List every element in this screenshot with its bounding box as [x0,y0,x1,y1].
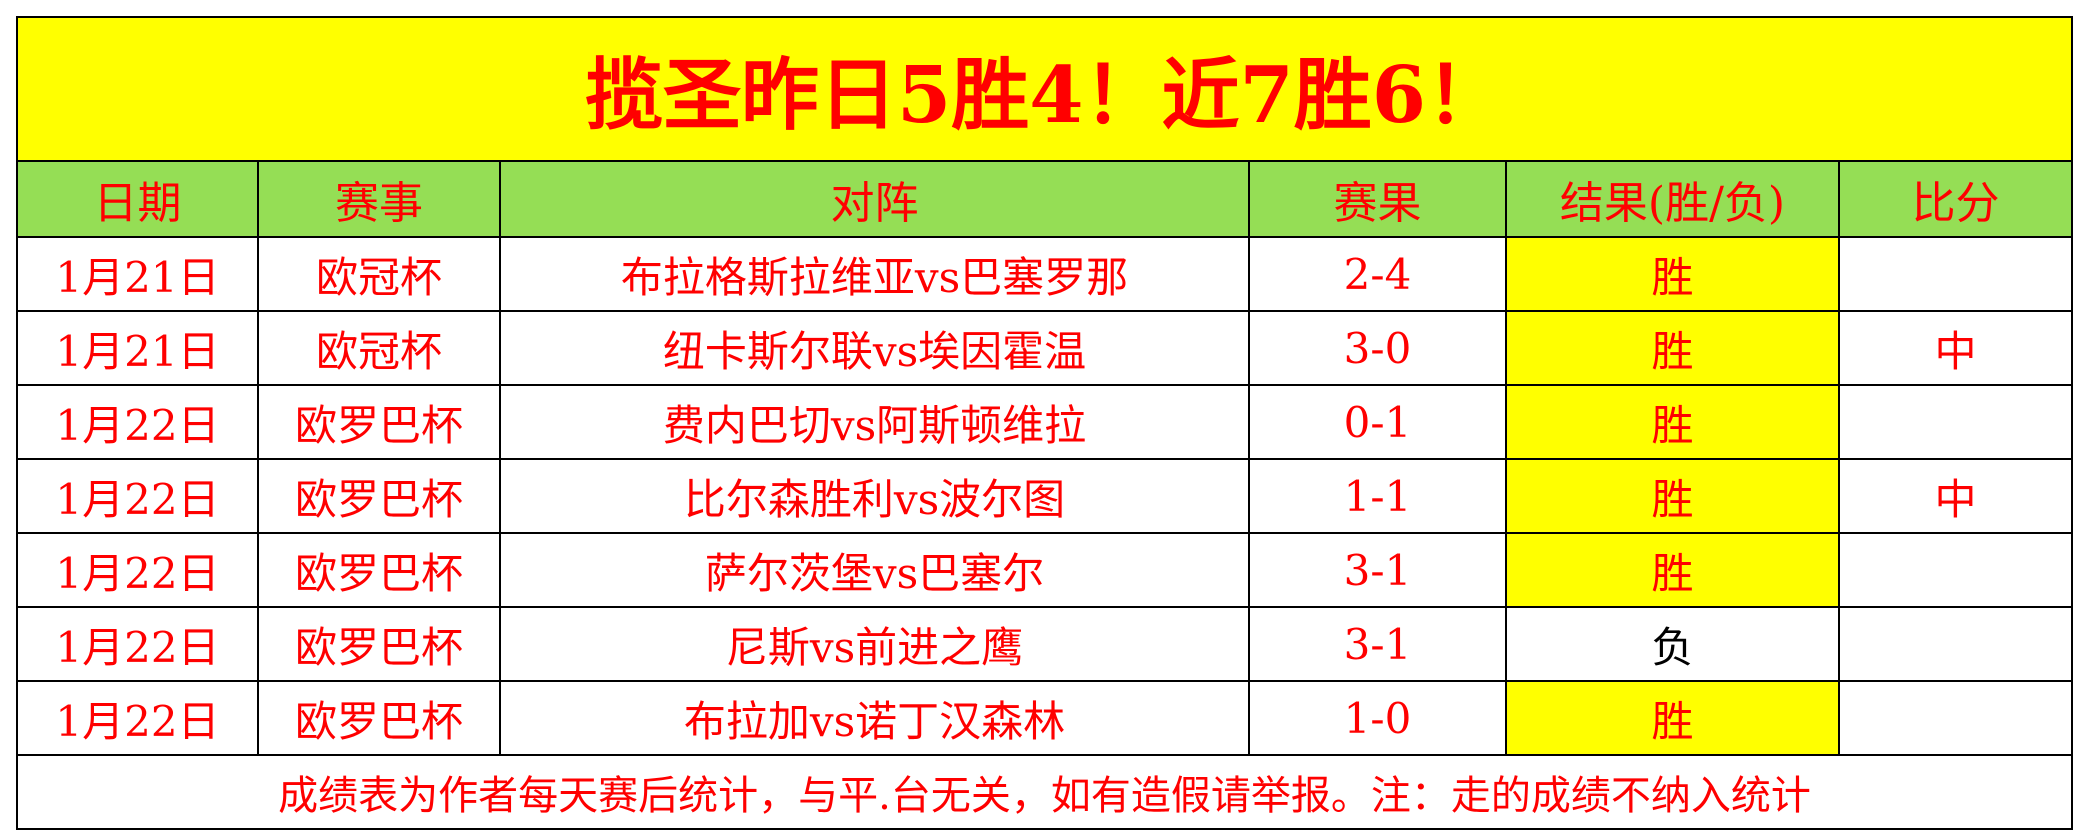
date-cell: 1月22日 [16,606,259,682]
score-cell: 3-1 [1248,532,1507,608]
result-cell: 胜 [1505,384,1840,460]
score-cell: 1-0 [1248,680,1507,756]
hit-cell: 中 [1838,458,2073,534]
date-cell: 1月22日 [16,532,259,608]
table-row: 1月22日 欧罗巴杯 费内巴切vs阿斯顿维拉 0-1 胜 [16,384,2073,460]
match-cell: 萨尔茨堡vs巴塞尔 [499,532,1250,608]
league-cell: 欧冠杯 [257,236,501,312]
date-cell: 1月21日 [16,310,259,386]
date-cell: 1月22日 [16,680,259,756]
result-cell: 胜 [1505,680,1840,756]
page-title: 揽圣昨日5胜4！近7胜6！ [16,16,2073,162]
score-cell: 0-1 [1248,384,1507,460]
table-row: 1月22日 欧罗巴杯 萨尔茨堡vs巴塞尔 3-1 胜 [16,532,2073,608]
hit-cell [1838,606,2073,682]
table-row: 1月22日 欧罗巴杯 比尔森胜利vs波尔图 1-1 胜中 [16,458,2073,534]
date-cell: 1月21日 [16,236,259,312]
score-cell: 3-0 [1248,310,1507,386]
hit-cell [1838,532,2073,608]
result-cell: 胜 [1505,310,1840,386]
header-row: 日期 赛事 对阵 赛果 结果(胜/负) 比分 [16,160,2073,238]
score-cell: 1-1 [1248,458,1507,534]
league-cell: 欧罗巴杯 [257,458,501,534]
results-table: 揽圣昨日5胜4！近7胜6！ 日期 赛事 对阵 赛果 结果(胜/负) 比分 1月2… [16,16,2073,830]
table-row: 1月22日 欧罗巴杯 布拉加vs诺丁汉森林 1-0 胜 [16,680,2073,756]
hit-cell [1838,236,2073,312]
header-league: 赛事 [257,160,501,238]
footer-note: 成绩表为作者每天赛后统计，与平.台无关，如有造假请举报。注：走的成绩不纳入统计 [16,754,2073,830]
hit-cell: 中 [1838,310,2073,386]
date-cell: 1月22日 [16,384,259,460]
table-row: 1月21日 欧冠杯 布拉格斯拉维亚vs巴塞罗那 2-4 胜 [16,236,2073,312]
league-cell: 欧冠杯 [257,310,501,386]
match-cell: 费内巴切vs阿斯顿维拉 [499,384,1250,460]
header-date: 日期 [16,160,259,238]
match-cell: 布拉格斯拉维亚vs巴塞罗那 [499,236,1250,312]
league-cell: 欧罗巴杯 [257,532,501,608]
league-cell: 欧罗巴杯 [257,606,501,682]
match-cell: 尼斯vs前进之鹰 [499,606,1250,682]
result-cell: 胜 [1505,532,1840,608]
date-cell: 1月22日 [16,458,259,534]
hit-cell [1838,680,2073,756]
header-match: 对阵 [499,160,1250,238]
table-row: 1月21日 欧冠杯 纽卡斯尔联vs埃因霍温 3-0 胜中 [16,310,2073,386]
result-cell: 胜 [1505,236,1840,312]
match-cell: 布拉加vs诺丁汉森林 [499,680,1250,756]
table-row: 1月22日 欧罗巴杯 尼斯vs前进之鹰 3-1 负 [16,606,2073,682]
match-cell: 纽卡斯尔联vs埃因霍温 [499,310,1250,386]
result-cell: 胜 [1505,458,1840,534]
header-hit: 比分 [1838,160,2073,238]
header-score: 赛果 [1248,160,1507,238]
league-cell: 欧罗巴杯 [257,680,501,756]
league-cell: 欧罗巴杯 [257,384,501,460]
score-cell: 3-1 [1248,606,1507,682]
result-cell: 负 [1505,606,1840,682]
hit-cell [1838,384,2073,460]
match-cell: 比尔森胜利vs波尔图 [499,458,1250,534]
score-cell: 2-4 [1248,236,1507,312]
header-result: 结果(胜/负) [1505,160,1840,238]
